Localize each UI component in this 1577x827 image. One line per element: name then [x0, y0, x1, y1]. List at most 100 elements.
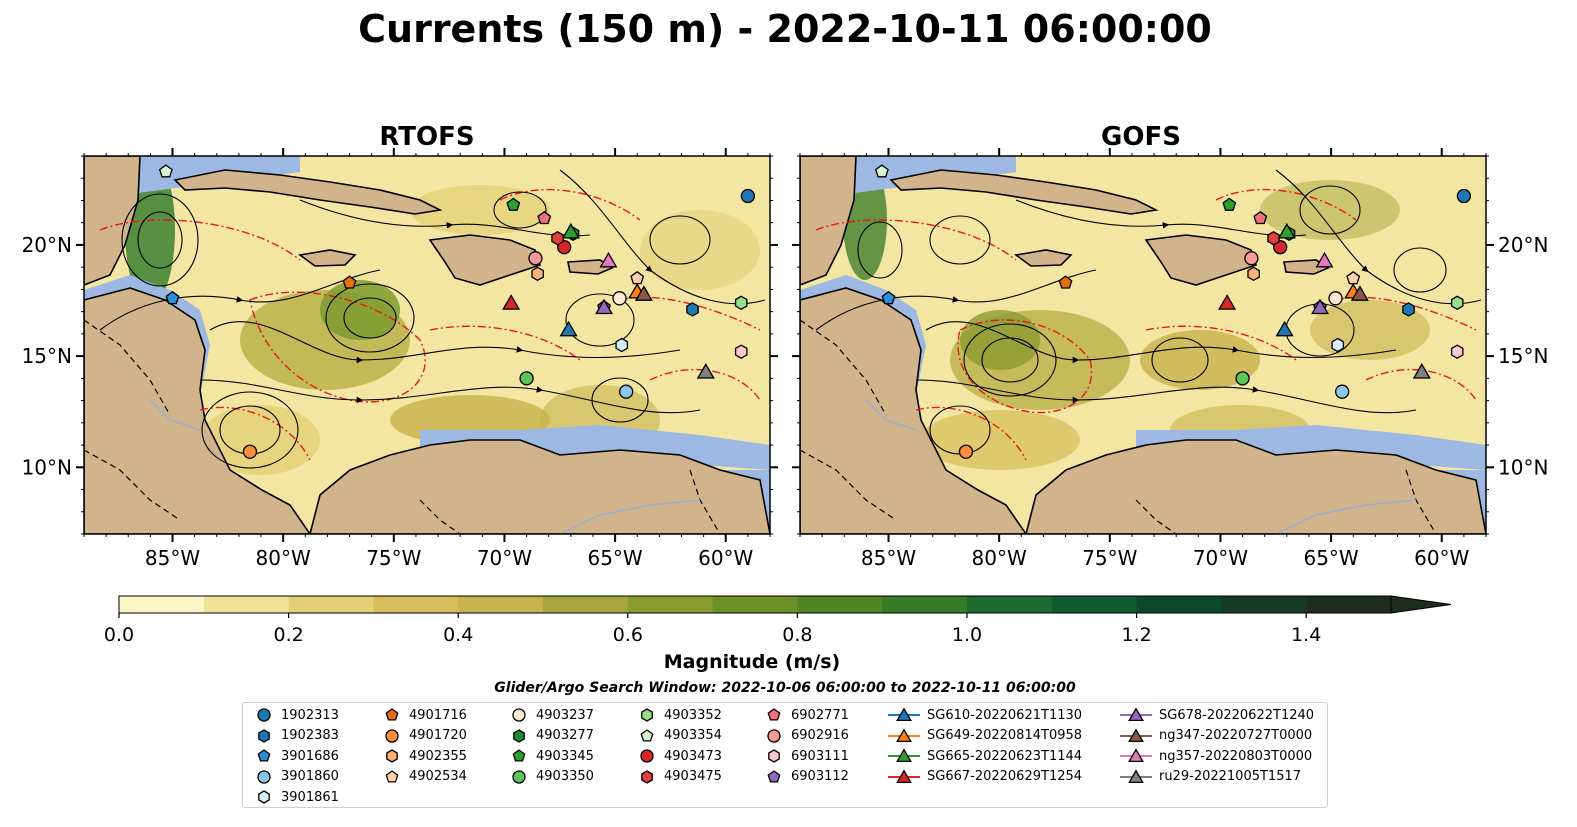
streamline-eddy [565, 293, 635, 347]
legend-label: 4903345 [536, 748, 594, 764]
eddy-boundary [649, 368, 761, 401]
float-4903354 [158, 164, 173, 178]
land-gofs [800, 156, 1486, 534]
streamline [1275, 169, 1482, 305]
panel-title-rtofs: RTOFS [379, 122, 474, 152]
x-tick-label: 70°W [1193, 546, 1248, 570]
legend-label: 6902916 [791, 728, 849, 743]
legend-marker [386, 749, 398, 763]
float-1902313 [1456, 188, 1472, 204]
jamaica-land [1013, 249, 1073, 267]
legend-hexagon-marker [258, 728, 270, 743]
eddy-boundary [1365, 368, 1477, 401]
legend-marker [888, 727, 920, 742]
legend-marker [1120, 707, 1152, 722]
streamline-eddy [1393, 247, 1447, 293]
legend-item: ng347-20220727T0000 [1119, 727, 1312, 745]
hispaniola-land [1144, 234, 1258, 286]
legend-marker [512, 708, 526, 722]
panel-title-gofs: GOFS [1101, 122, 1181, 152]
float-1902383 [686, 302, 699, 317]
legend-item: 4903352 [636, 706, 722, 724]
streamline-eddy [963, 323, 1057, 397]
legend-item: 1902313 [253, 706, 339, 724]
x-tick-label: 60°W [1414, 546, 1469, 570]
panel-rtofs: RTOFS [22, 122, 778, 570]
legend-item: ru29-20221005T1517 [1119, 768, 1301, 786]
legend-hexagon-marker [258, 790, 270, 804]
magnitude-patch [320, 280, 400, 340]
legend-pentagon-marker [257, 749, 271, 762]
south-america-land [309, 439, 770, 534]
river-line [1275, 499, 1417, 534]
axes-gofs: 85°W 80°W 75°W 70°W 65°W 60°W 10°N 15°N 20°N [792, 148, 1548, 570]
legend-circle-marker [512, 708, 526, 722]
float-4901720 [242, 444, 258, 459]
legend-label: 4903277 [536, 728, 594, 743]
x-tick-label: 60°W [698, 546, 753, 570]
colorbar-bin [288, 596, 374, 613]
border-line [1135, 499, 1177, 534]
float-3901860 [1335, 384, 1350, 399]
streamline-eddy [201, 391, 299, 469]
rivers-rtofs [149, 399, 701, 534]
streamline [1015, 199, 1307, 237]
float-4903345 [506, 197, 521, 211]
legend-item: SG678-20220622T1240 [1119, 706, 1314, 724]
float-6903111 [1450, 344, 1464, 359]
magnitude-patch [200, 405, 320, 475]
border-line [800, 319, 887, 416]
legend-label: 6902771 [791, 707, 849, 723]
legend-marker [1120, 748, 1152, 763]
glider-ru29-20221005T1517 [696, 362, 715, 379]
legend-circle-marker [640, 749, 654, 763]
puerto-rico-land [1283, 259, 1330, 275]
eddy-boundary [957, 319, 1093, 414]
search-window-text: Glider/Argo Search Window: 2022-10-06 06… [494, 680, 1076, 696]
y-tick-label: 15°N [1498, 344, 1548, 368]
jamaica-land [297, 249, 357, 267]
legend-circle-marker [385, 728, 399, 743]
float-3901860 [619, 384, 634, 399]
x-tick-label: 80°W [972, 546, 1027, 570]
legend-pentagon-marker [767, 769, 781, 783]
legend-triangle-marker [1128, 768, 1144, 783]
y-tick-label: 10°N [1498, 455, 1548, 479]
legend-label: 4903473 [664, 748, 722, 764]
legend-pentagon-marker [640, 728, 654, 742]
streamline [209, 321, 681, 364]
float-1902313 [740, 188, 756, 204]
eddy-boundary [815, 219, 1017, 261]
legend-label: 4903352 [664, 707, 722, 723]
legend-item: 6903111 [763, 747, 849, 765]
colorbar-tick-label: 1.0 [952, 624, 982, 646]
yucatan-land [800, 156, 857, 286]
legend-item: SG649-20220814T0958 [887, 727, 1082, 745]
x-tick-label: 85°W [861, 546, 916, 570]
figure-title: Currents (150 m) - 2022-10-11 06:00:00 [358, 7, 1212, 51]
land-rtofs [84, 156, 770, 534]
legend-marker [257, 749, 271, 762]
float-4903237 [1328, 291, 1343, 306]
streamline-eddy [1299, 185, 1361, 235]
cuba-land [173, 169, 443, 215]
legend-marker [1120, 768, 1152, 783]
map-area-gofs [800, 156, 1486, 534]
eddy-boundary [99, 219, 301, 261]
legend-marker [767, 769, 781, 783]
colorbar-tick-label: 0.6 [613, 624, 643, 646]
legend-label: 4903354 [664, 728, 722, 743]
legend-item: 6903112 [763, 768, 849, 786]
float-4903473 [557, 240, 572, 255]
river-line [559, 499, 701, 534]
legend-marker [641, 769, 653, 784]
legend-label: SG649-20220814T0958 [927, 728, 1083, 743]
legend-item: 4903354 [636, 727, 722, 745]
legend-label: 4901720 [409, 728, 467, 743]
legend-item: 4903473 [636, 747, 722, 765]
float-4903352 [1450, 295, 1464, 311]
cuba-land [889, 169, 1159, 215]
legend-marker [768, 749, 780, 763]
legend-item: 4903475 [636, 768, 722, 786]
eddy-boundary [1145, 325, 1297, 361]
